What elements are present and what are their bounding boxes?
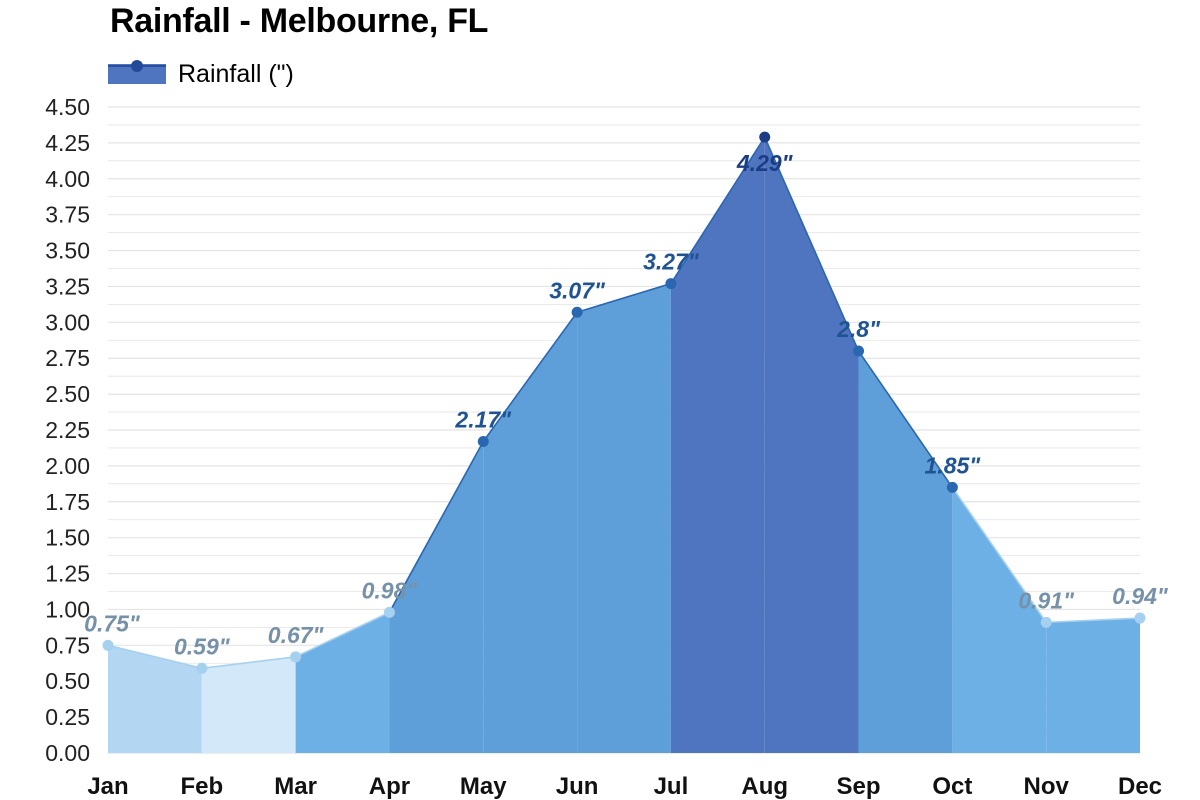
y-tick-label: 0.75 bbox=[45, 632, 90, 658]
y-tick-label: 2.75 bbox=[45, 345, 90, 371]
x-tick-label-jan: Jan bbox=[87, 773, 128, 800]
data-label-mar: 0.67" bbox=[268, 622, 325, 648]
data-point-oct[interactable] bbox=[946, 481, 958, 493]
series-line-segment bbox=[763, 136, 860, 352]
series-line-segment bbox=[670, 136, 766, 285]
data-label-dec: 0.94" bbox=[1112, 583, 1169, 609]
x-tick-label-feb: Feb bbox=[180, 773, 223, 800]
y-tick-label: 0.50 bbox=[45, 668, 90, 694]
data-point-may[interactable] bbox=[477, 435, 489, 447]
data-label-jan: 0.75" bbox=[84, 610, 141, 636]
series-line-segment bbox=[576, 282, 672, 314]
data-label-jun: 3.07" bbox=[549, 277, 606, 303]
x-tick-label-nov: Nov bbox=[1024, 773, 1070, 800]
y-tick-label: 2.00 bbox=[45, 453, 90, 479]
y-tick-label: 3.75 bbox=[45, 202, 90, 228]
series-line-segment bbox=[482, 311, 578, 442]
area-band-oct bbox=[952, 487, 1047, 753]
y-tick-label: 1.75 bbox=[45, 489, 90, 515]
x-tick-label-dec: Dec bbox=[1118, 773, 1162, 800]
chart-title: Rainfall - Melbourne, FL bbox=[110, 2, 489, 40]
data-point-feb[interactable] bbox=[196, 662, 208, 674]
data-label-oct: 1.85" bbox=[925, 452, 982, 478]
data-point-mar[interactable] bbox=[290, 651, 302, 663]
area-band-jul bbox=[670, 137, 765, 753]
x-tick-label-aug: Aug bbox=[741, 773, 788, 800]
series-line-segment bbox=[201, 656, 296, 670]
legend-label: Rainfall (") bbox=[178, 59, 294, 88]
data-label-apr: 0.98" bbox=[362, 577, 419, 603]
area-band-jun bbox=[577, 283, 671, 753]
series-line-segment bbox=[107, 644, 203, 670]
data-point-aug[interactable] bbox=[759, 131, 771, 143]
series-line-segment bbox=[857, 350, 954, 488]
data-point-nov[interactable] bbox=[1040, 616, 1052, 628]
x-tick-label-sep: Sep bbox=[837, 773, 881, 800]
y-tick-label: 0.00 bbox=[45, 740, 90, 766]
y-tick-label: 2.50 bbox=[45, 381, 90, 407]
y-tick-label: 2.25 bbox=[45, 417, 90, 443]
data-point-dec[interactable] bbox=[1134, 612, 1146, 624]
area-band-mar bbox=[295, 612, 390, 753]
data-label-may: 2.17" bbox=[454, 406, 512, 432]
series-line-segment bbox=[951, 486, 1047, 623]
x-tick-label-mar: Mar bbox=[274, 773, 317, 800]
series-line-segment bbox=[388, 441, 484, 613]
data-point-sep[interactable] bbox=[853, 345, 865, 357]
legend-swatch-icon bbox=[108, 60, 166, 84]
y-tick-label: 1.25 bbox=[45, 561, 90, 587]
area-band-apr bbox=[389, 441, 484, 753]
area-band-nov bbox=[1046, 618, 1140, 753]
x-tick-label-apr: Apr bbox=[369, 773, 410, 800]
area-band-aug bbox=[764, 137, 859, 753]
data-labels: 0.75" 0.59" 0.67" 0.98" 2.17" 3.07" 3.27" 4.29"… bbox=[84, 150, 1169, 659]
x-tick-label-oct: Oct bbox=[932, 773, 972, 800]
y-tick-label: 4.50 bbox=[45, 94, 90, 120]
data-label-sep: 2.8" bbox=[836, 316, 881, 342]
area-band-may bbox=[483, 312, 578, 753]
y-tick-label: 1.00 bbox=[45, 596, 90, 622]
area-bands bbox=[108, 137, 1140, 753]
y-axis-ticks: 0.00 0.25 0.50 0.75 1.00 1.25 1.50 1.75 2.00 2.25… bbox=[45, 94, 90, 766]
data-points bbox=[102, 131, 1146, 674]
x-axis-ticks: Jan Feb Mar Apr May Jun Jul Aug Sep Oct Nov Dec bbox=[87, 773, 1162, 800]
data-point-jul[interactable] bbox=[665, 278, 677, 290]
series-line-segment bbox=[1046, 617, 1141, 624]
y-tick-label: 4.00 bbox=[45, 166, 90, 192]
y-tick-label: 3.50 bbox=[45, 238, 90, 264]
y-tick-label: 3.25 bbox=[45, 273, 90, 299]
area-band-sep bbox=[858, 351, 953, 753]
series-lines bbox=[107, 136, 1141, 670]
data-label-feb: 0.59" bbox=[174, 633, 231, 659]
data-label-jul: 3.27" bbox=[643, 249, 700, 275]
data-point-jan[interactable] bbox=[102, 639, 114, 651]
y-tick-label: 3.00 bbox=[45, 309, 90, 335]
area-band-feb bbox=[201, 656, 296, 753]
x-tick-label-may: May bbox=[460, 773, 507, 800]
y-tick-label: 1.50 bbox=[45, 525, 90, 551]
legend: Rainfall (") bbox=[108, 56, 294, 92]
series-line-segment bbox=[295, 611, 390, 658]
y-tick-label: 4.25 bbox=[45, 130, 90, 156]
data-label-aug: 4.29" bbox=[736, 150, 794, 176]
x-tick-label-jul: Jul bbox=[654, 773, 689, 800]
data-point-apr[interactable] bbox=[383, 606, 395, 618]
data-label-nov: 0.91" bbox=[1018, 587, 1075, 613]
y-tick-label: 0.25 bbox=[45, 704, 90, 730]
x-tick-label-jun: Jun bbox=[556, 773, 599, 800]
data-point-jun[interactable] bbox=[571, 306, 583, 318]
area-band-jan bbox=[108, 645, 202, 753]
